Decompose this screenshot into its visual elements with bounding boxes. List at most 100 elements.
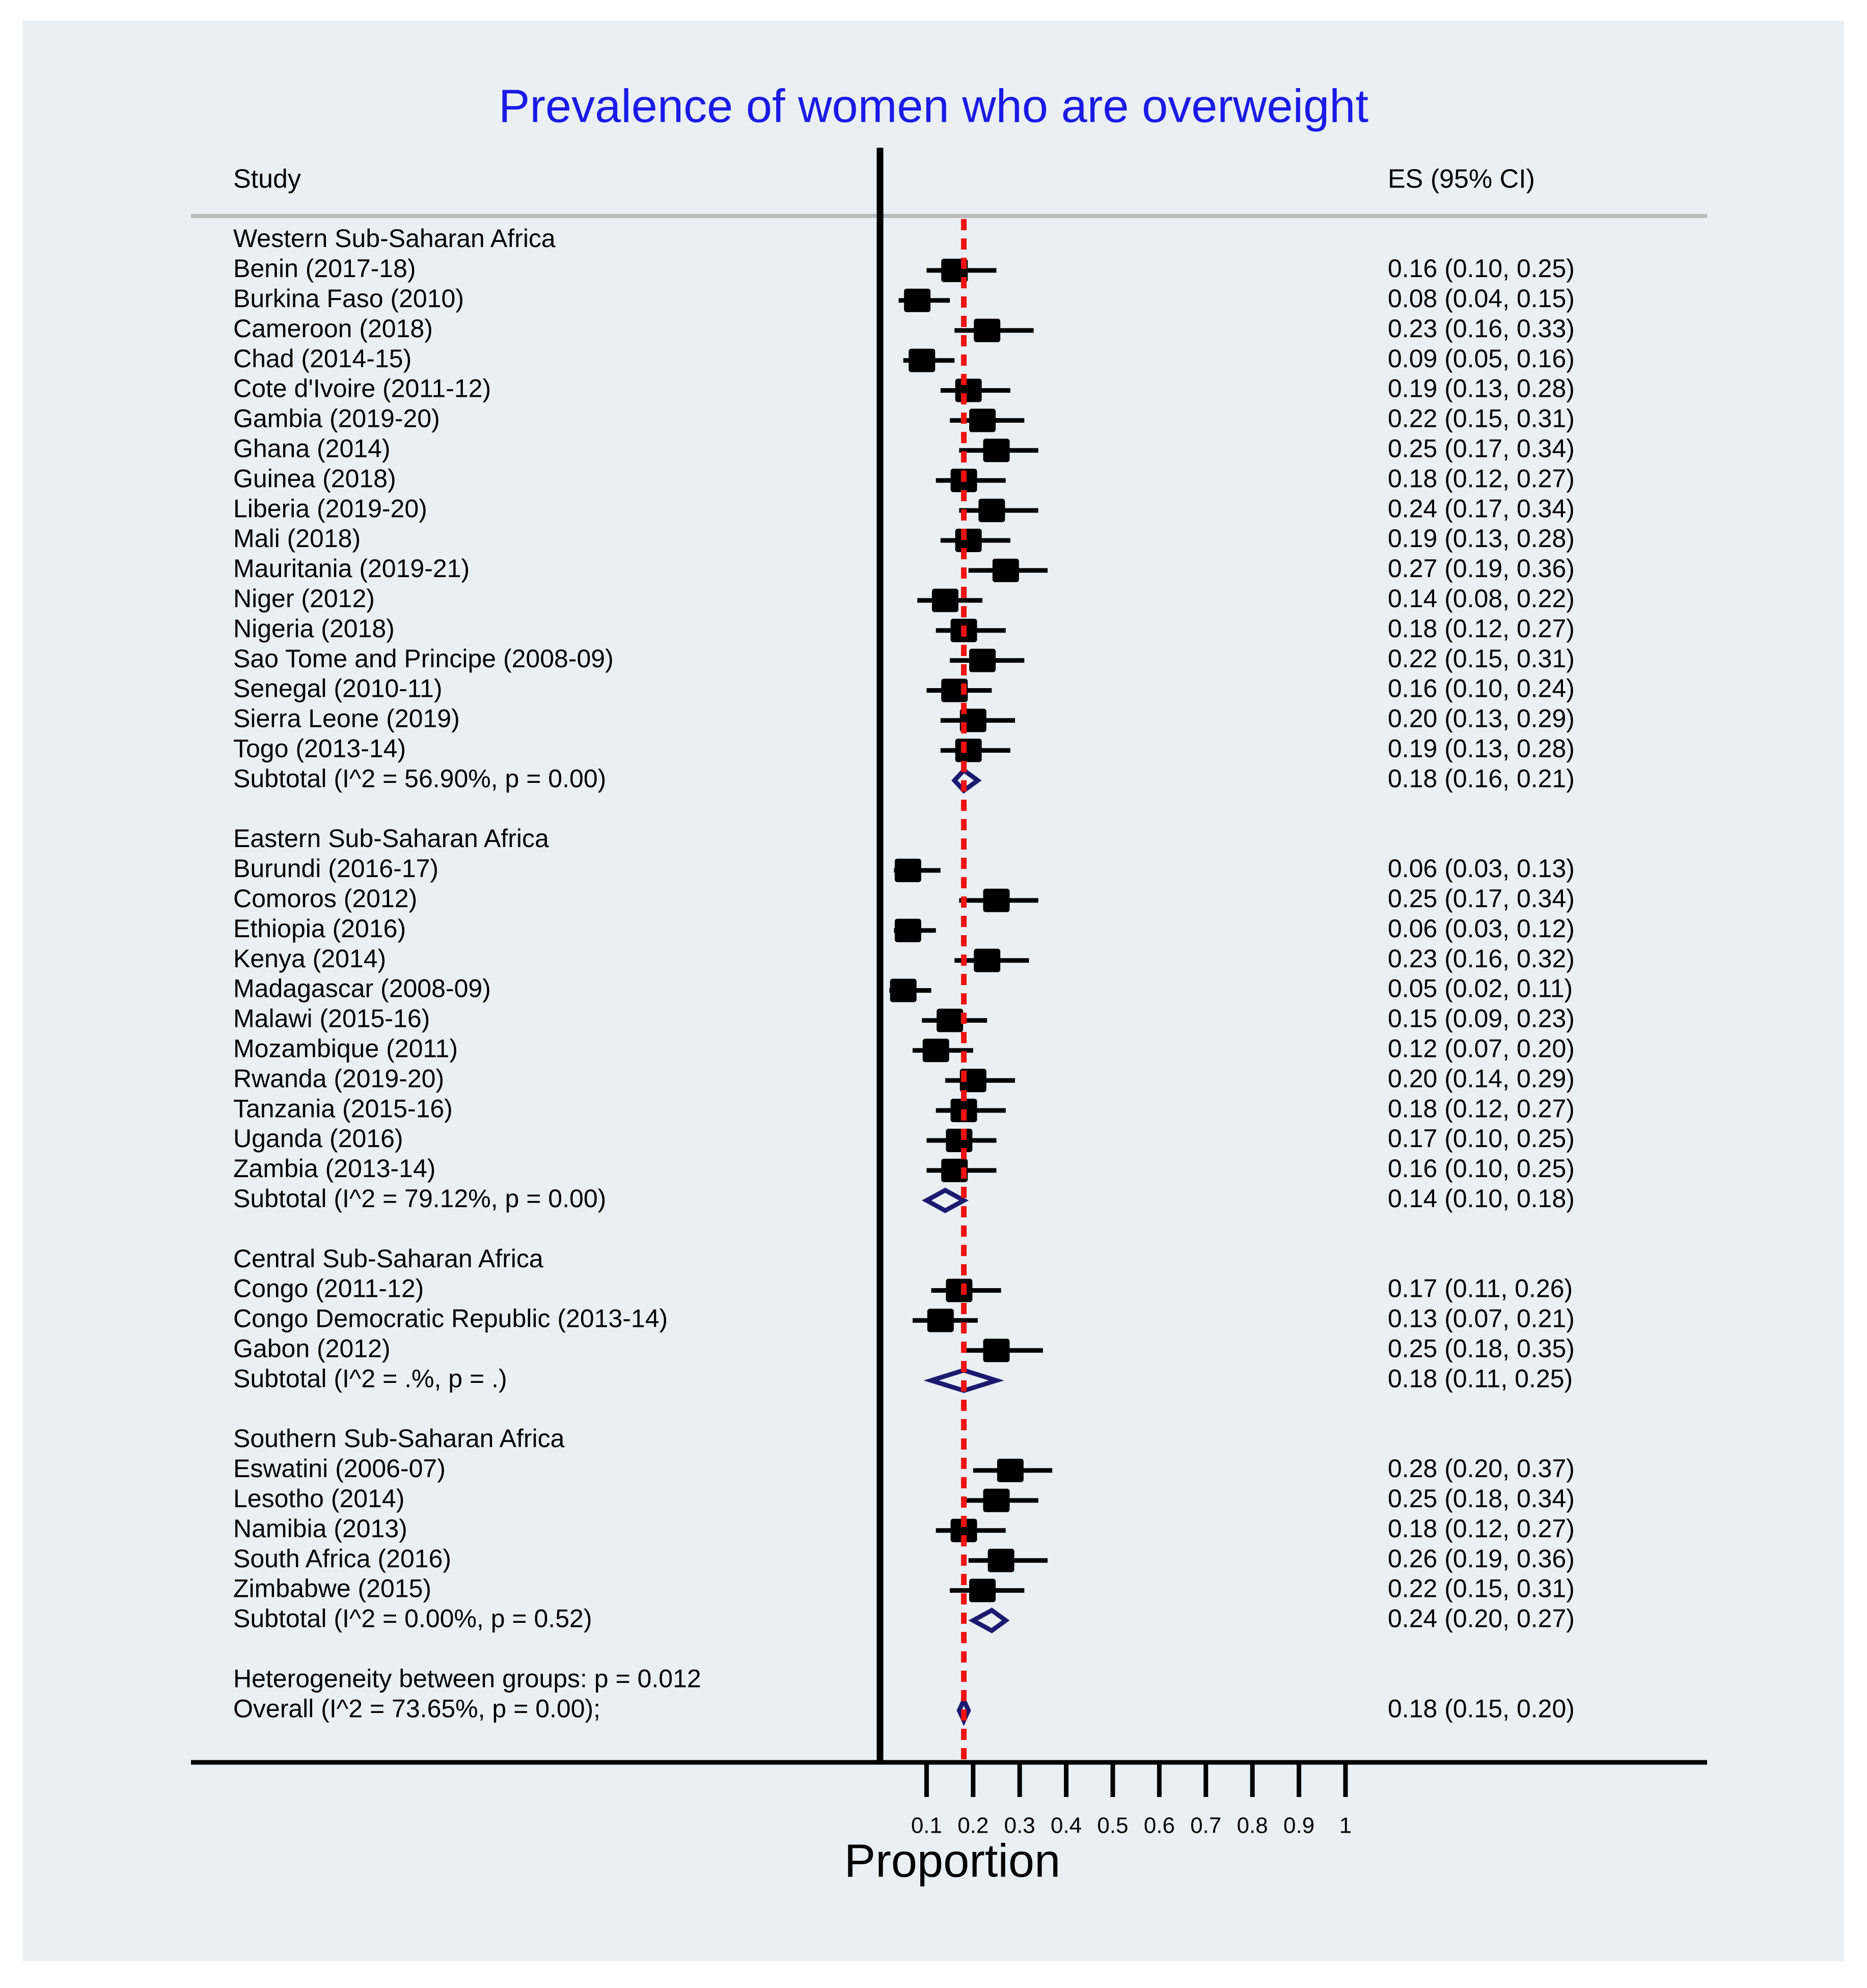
study-es-text: 0.28 (0.20, 0.37) (1388, 1454, 1575, 1483)
study-label: Liberia (2019-20) (233, 494, 427, 523)
study-marker (955, 739, 982, 762)
subtotal-label: Subtotal (I^2 = .%, p = .) (233, 1364, 507, 1393)
study-marker (969, 648, 996, 672)
study-es-text: 0.18 (0.12, 0.27) (1388, 1094, 1575, 1123)
study-es-text: 0.19 (0.13, 0.28) (1388, 524, 1575, 553)
subtotal-label: Subtotal (I^2 = 0.00%, p = 0.52) (233, 1604, 592, 1633)
study-marker (894, 918, 921, 942)
study-es-text: 0.14 (0.08, 0.22) (1388, 584, 1575, 613)
study-es-text: 0.18 (0.12, 0.27) (1388, 1514, 1575, 1543)
study-es-text: 0.23 (0.16, 0.32) (1388, 944, 1575, 973)
study-marker (983, 1339, 1010, 1363)
study-label: Mauritania (2019-21) (233, 554, 470, 583)
study-marker (937, 1009, 964, 1032)
subtotal-diamond (951, 767, 982, 794)
study-es-text: 0.18 (0.12, 0.27) (1388, 614, 1575, 643)
study-es-text: 0.08 (0.04, 0.15) (1388, 284, 1575, 313)
x-tick-label: 0.4 (1051, 1813, 1082, 1838)
study-label: Senegal (2010-11) (233, 674, 442, 703)
x-tick-label: 0.5 (1097, 1813, 1128, 1838)
study-es-text: 0.09 (0.05, 0.16) (1388, 344, 1575, 373)
study-marker (894, 858, 921, 882)
study-marker (909, 348, 936, 372)
study-es-text: 0.23 (0.16, 0.33) (1388, 314, 1575, 343)
study-label: Tanzania (2015-16) (233, 1094, 453, 1123)
study-label: Cote d'Ivoire (2011-12) (233, 374, 491, 403)
study-es-text: 0.06 (0.03, 0.13) (1388, 854, 1575, 883)
group-header: Southern Sub-Saharan Africa (233, 1424, 565, 1453)
study-label: Ghana (2014) (233, 434, 391, 463)
study-es-text: 0.16 (0.10, 0.25) (1388, 1154, 1575, 1183)
subtotal-es-text: 0.14 (0.10, 0.18) (1388, 1184, 1575, 1213)
study-label: Sierra Leone (2019) (233, 704, 460, 733)
study-label: Burkina Faso (2010) (233, 284, 464, 313)
x-tick-label: 1 (1339, 1813, 1352, 1838)
subtotal-es-text: 0.18 (0.11, 0.25) (1388, 1364, 1573, 1393)
study-column-header: Study (233, 165, 301, 194)
study-label: Madagascar (2008-09) (233, 974, 491, 1003)
study-es-text: 0.16 (0.10, 0.24) (1388, 674, 1575, 703)
study-marker (992, 558, 1019, 582)
study-label: Congo (2011-12) (233, 1274, 424, 1303)
chart-panel (23, 20, 1844, 1961)
study-label: Gambia (2019-20) (233, 404, 440, 433)
subtotal-label: Subtotal (I^2 = 79.12%, p = 0.00) (233, 1184, 606, 1213)
study-label: Nigeria (2018) (233, 614, 395, 643)
study-marker (904, 288, 931, 312)
study-es-text: 0.24 (0.17, 0.34) (1388, 494, 1575, 523)
study-label: Togo (2013-14) (233, 734, 406, 763)
study-label: Malawi (2015-16) (233, 1004, 430, 1033)
study-es-text: 0.05 (0.02, 0.11) (1388, 974, 1573, 1003)
study-label: Kenya (2014) (233, 944, 386, 973)
study-marker (946, 1278, 973, 1302)
subtotal-diamond (968, 1608, 1010, 1633)
x-tick-label: 0.1 (911, 1813, 942, 1838)
x-tick-label: 0.3 (1004, 1813, 1035, 1838)
study-marker (931, 588, 958, 612)
chart-title: Prevalence of women who are overweight (499, 80, 1368, 132)
study-label: Zambia (2013-14) (233, 1154, 435, 1183)
study-marker (983, 439, 1010, 462)
study-label: Zimbabwe (2015) (233, 1574, 431, 1603)
study-label: Congo Democratic Republic (2013-14) (233, 1304, 668, 1333)
study-es-text: 0.26 (0.19, 0.36) (1388, 1544, 1575, 1573)
study-label: Guinea (2018) (233, 464, 396, 493)
study-label: South Africa (2016) (233, 1544, 451, 1573)
study-marker (927, 1309, 954, 1332)
study-label: Comoros (2012) (233, 884, 417, 913)
study-marker (922, 1039, 949, 1063)
study-label: Eswatini (2006-07) (233, 1454, 446, 1483)
study-marker (987, 1548, 1014, 1572)
study-label: Rwanda (2019-20) (233, 1064, 444, 1093)
study-marker (974, 948, 1001, 972)
study-label: Namibia (2013) (233, 1514, 407, 1543)
study-label: Sao Tome and Principe (2008-09) (233, 644, 614, 673)
x-axis-label: Proportion (844, 1835, 1060, 1887)
es-column-header: ES (95% CI) (1388, 165, 1535, 194)
study-marker (983, 1488, 1010, 1512)
subtotal-diamond (923, 1368, 1004, 1393)
x-tick-label: 0.8 (1237, 1813, 1268, 1838)
study-marker (969, 1578, 996, 1602)
study-label: Mali (2018) (233, 524, 361, 553)
study-label: Niger (2012) (233, 584, 375, 613)
study-es-text: 0.25 (0.18, 0.35) (1388, 1335, 1575, 1363)
group-header: Central Sub-Saharan Africa (233, 1244, 543, 1273)
study-marker (969, 409, 996, 432)
study-marker (983, 888, 1010, 912)
study-label: Chad (2014-15) (233, 344, 411, 373)
subtotal-diamond (922, 1187, 969, 1213)
study-es-text: 0.13 (0.07, 0.21) (1388, 1304, 1575, 1333)
subtotal-label: Subtotal (I^2 = 56.90%, p = 0.00) (233, 764, 606, 793)
x-tick-label: 0.6 (1144, 1813, 1175, 1838)
overall-label: Overall (I^2 = 73.65%, p = 0.00); (233, 1694, 600, 1723)
subtotal-es-text: 0.18 (0.16, 0.21) (1388, 764, 1575, 793)
heterogeneity-text: Heterogeneity between groups: p = 0.012 (233, 1664, 701, 1693)
study-es-text: 0.22 (0.15, 0.31) (1388, 404, 1575, 433)
x-tick-label: 0.7 (1190, 1813, 1221, 1838)
study-label: Uganda (2016) (233, 1124, 403, 1153)
study-es-text: 0.25 (0.17, 0.34) (1388, 434, 1575, 463)
study-es-text: 0.25 (0.17, 0.34) (1388, 884, 1575, 913)
study-es-text: 0.19 (0.13, 0.28) (1388, 734, 1575, 763)
